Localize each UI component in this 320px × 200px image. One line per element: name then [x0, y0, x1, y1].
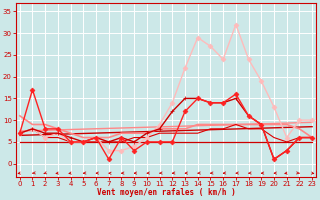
- X-axis label: Vent moyen/en rafales ( km/h ): Vent moyen/en rafales ( km/h ): [97, 188, 235, 197]
